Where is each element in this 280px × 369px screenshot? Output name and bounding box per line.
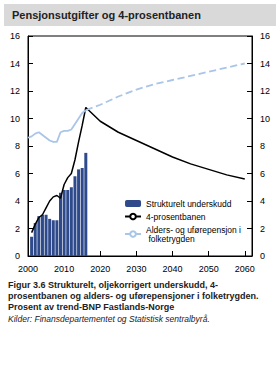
svg-text:0: 0 (260, 251, 265, 261)
html-text:Figur 3.6 Strukturelt, oljekor: Figur 3.6 Strukturelt, oljekorrigert und… (8, 280, 259, 312)
svg-text:Strukturelt underskudd: Strukturelt underskudd (146, 199, 232, 209)
svg-text:2000: 2000 (18, 264, 38, 274)
svg-text:12: 12 (10, 86, 20, 96)
svg-text:4-prosentbanen: 4-prosentbanen (146, 212, 206, 222)
svg-text:2040: 2040 (163, 264, 183, 274)
svg-text:2030: 2030 (126, 264, 146, 274)
svg-text:6: 6 (260, 169, 265, 179)
svg-text:2: 2 (260, 224, 265, 234)
svg-text:2060: 2060 (235, 264, 255, 274)
svg-text:4: 4 (15, 196, 20, 206)
svg-text:10: 10 (260, 114, 270, 124)
svg-text:0: 0 (15, 251, 20, 261)
svg-text:2020: 2020 (90, 264, 110, 274)
svg-text:16: 16 (260, 31, 270, 41)
svg-text:10: 10 (10, 114, 20, 124)
svg-text:8: 8 (15, 141, 20, 151)
svg-text:6: 6 (15, 169, 20, 179)
svg-text:4: 4 (260, 196, 265, 206)
svg-text:2010: 2010 (54, 264, 74, 274)
svg-text:Alders- og uførepensjon i: Alders- og uførepensjon i (146, 224, 241, 235)
svg-text:14: 14 (260, 59, 270, 69)
svg-text:14: 14 (10, 59, 20, 69)
svg-text:8: 8 (260, 141, 265, 151)
svg-text:12: 12 (260, 86, 270, 96)
svg-text:2050: 2050 (199, 264, 219, 274)
html-text:Pensjonsutgifter og 4-prosentb: Pensjonsutgifter og 4-prosentbanen (12, 9, 201, 21)
svg-text:16: 16 (10, 31, 20, 41)
svg-text:2: 2 (15, 224, 20, 234)
html-text:Kilder: Finansdepartementet og: Kilder: Finansdepartementet og Statistis… (8, 314, 210, 324)
svg-text:folketrygden: folketrygden (146, 234, 195, 244)
